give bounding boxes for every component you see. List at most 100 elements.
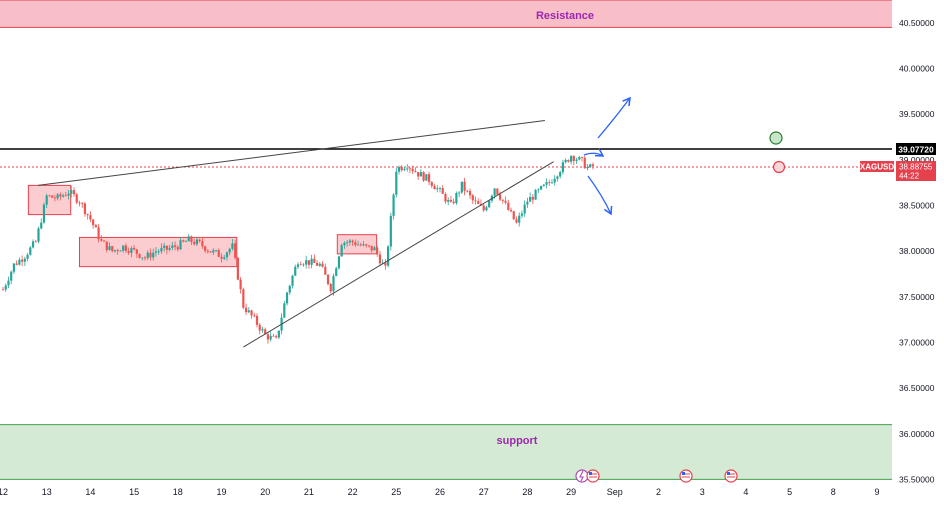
candle-body [367, 245, 371, 247]
price-tick-label: 36.50000 [899, 383, 935, 393]
candle [515, 216, 518, 224]
candle-body [157, 251, 160, 253]
candle-body [111, 246, 114, 252]
candle [411, 165, 414, 174]
candle-body [127, 250, 130, 253]
candle [351, 239, 354, 246]
time-axis[interactable]: 12 13 14 15 18 19 20 21 22 25 26 27 28 29 Sep 2 3 4 5 8 9 [0, 487, 880, 497]
candle-body [135, 249, 138, 254]
candle-body [362, 244, 365, 246]
candle [253, 312, 256, 318]
candle-body [531, 196, 534, 200]
candle-body [193, 241, 196, 245]
candle [31, 239, 35, 249]
candle-body [72, 190, 76, 195]
candle [209, 251, 212, 253]
candle-body [302, 264, 305, 266]
candle [94, 223, 97, 228]
candle [362, 241, 365, 247]
candle [86, 213, 89, 220]
candle-body [561, 162, 565, 173]
candle-body [4, 285, 7, 290]
candle-body [97, 227, 100, 240]
candle [4, 283, 7, 292]
us-flag-event-icon[interactable] [586, 469, 600, 483]
candle [75, 192, 78, 205]
candle-body [463, 181, 466, 191]
candle [583, 155, 586, 169]
candle [70, 185, 73, 198]
us-flag-event-icon[interactable] [724, 469, 738, 483]
red-signal-marker [772, 160, 786, 174]
candle-body [578, 156, 581, 160]
flash-event-icon[interactable] [575, 469, 589, 483]
candle [550, 179, 554, 184]
candle [509, 207, 513, 213]
candle [113, 249, 117, 253]
candle-body [310, 258, 313, 265]
candle [163, 242, 166, 252]
candle-body [337, 256, 341, 269]
candle-body [296, 264, 300, 267]
candle [81, 202, 84, 208]
time-tick-label: 19 [216, 487, 226, 497]
candle [520, 210, 524, 219]
candle-body [406, 168, 409, 170]
candle [190, 235, 193, 246]
candle [321, 261, 324, 268]
candle-body [165, 245, 168, 250]
candle [111, 245, 114, 253]
candle-body [152, 252, 155, 258]
candle [381, 259, 384, 264]
candle-body [572, 156, 575, 161]
candle-body [10, 271, 13, 281]
us-flag-event-icon[interactable] [679, 469, 693, 483]
candle [198, 238, 201, 243]
projection-arrow-right [583, 148, 605, 157]
candle [313, 254, 316, 263]
candle [291, 274, 294, 289]
price-axis[interactable]: 40.50000 40.00000 39.50000 39.00000 38.50000… [899, 18, 935, 485]
candle-body [239, 279, 242, 290]
candle [143, 255, 147, 261]
candle-body [78, 202, 81, 204]
candle [518, 212, 521, 227]
candle-body [348, 240, 351, 243]
candle-body [269, 335, 272, 340]
candle-body [258, 324, 261, 331]
consolidation-box-layer [27, 184, 378, 268]
candle [329, 282, 332, 294]
candle-body [570, 156, 573, 162]
candle [444, 192, 447, 204]
candle [343, 241, 346, 249]
candle-body [212, 250, 215, 253]
horizontal-level-text: 39.07720 [898, 145, 934, 155]
candle [529, 192, 532, 202]
candle [477, 198, 480, 205]
candle [433, 183, 436, 190]
consolidation-box [27, 184, 72, 216]
candle-body [53, 197, 56, 199]
candle [496, 188, 499, 196]
candle [512, 210, 515, 220]
candle-body [195, 239, 199, 245]
candle-body [529, 196, 532, 202]
candle [408, 167, 412, 174]
candle-body [236, 257, 239, 280]
candle-body [542, 184, 545, 187]
candle-body [444, 193, 447, 202]
candle-body [419, 172, 422, 177]
candle-body [184, 241, 188, 243]
candle [365, 243, 368, 248]
candle-body [29, 247, 32, 255]
price-tick-label: 37.50000 [899, 292, 935, 302]
candle-body [283, 303, 286, 318]
candle-body [575, 159, 578, 161]
time-tick-label: 26 [435, 487, 445, 497]
candle [214, 249, 218, 253]
candle [26, 252, 29, 262]
candle [460, 181, 463, 194]
candle-body [411, 168, 414, 172]
candle [302, 263, 305, 267]
time-tick-label: 21 [304, 487, 314, 497]
